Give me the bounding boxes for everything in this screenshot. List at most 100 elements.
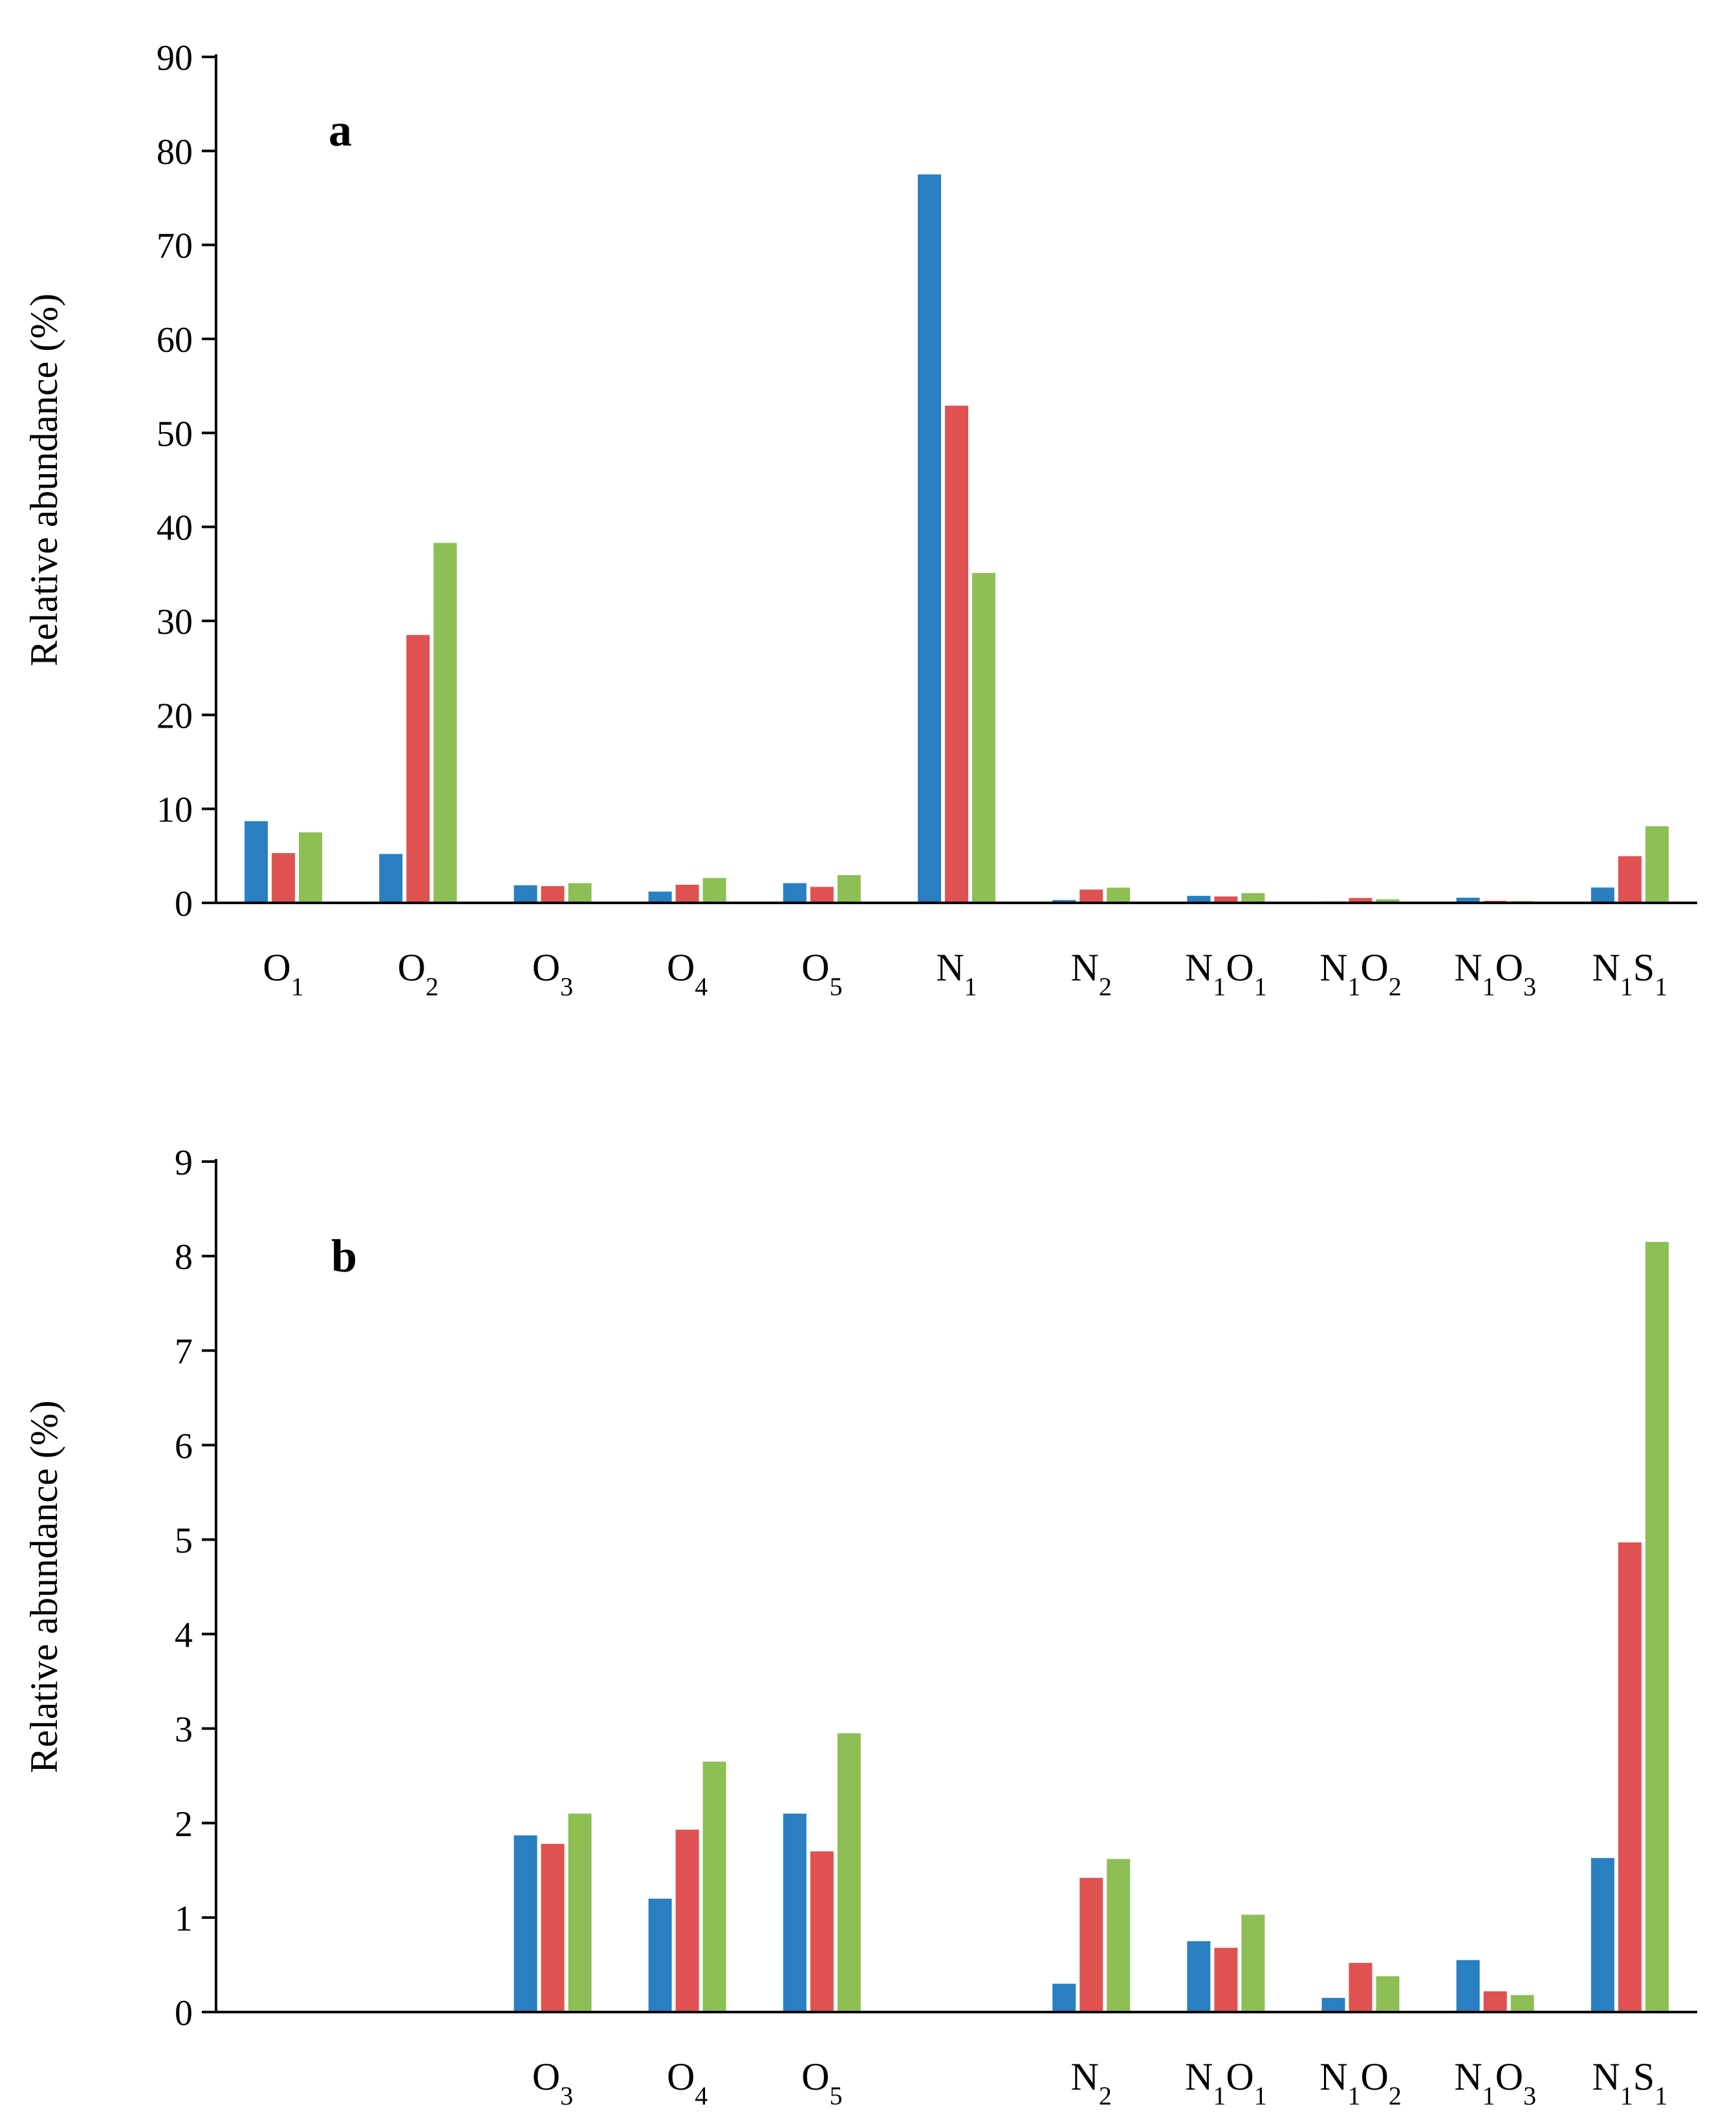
- bar-a-s3-c3: [568, 883, 592, 903]
- bar-a-s1-c5: [783, 883, 807, 903]
- bar-a-s2-c11: [1618, 856, 1642, 903]
- bar-a-s2-c1: [272, 853, 296, 903]
- bar-a-s1-c2: [379, 854, 403, 903]
- x-tick-label: N1S1: [1592, 946, 1668, 1001]
- bar-b-s3-c11: [1645, 1242, 1669, 2012]
- bar-a-s2-c7: [1080, 889, 1103, 903]
- bar-a-s1-c8: [1187, 896, 1211, 903]
- bar-a-s1-c3: [514, 885, 537, 903]
- bar-a-s3-c9: [1376, 899, 1400, 903]
- bar-b-s1-c5: [783, 1813, 807, 2012]
- bar-a-s3-c6: [972, 572, 995, 903]
- chart-panel-b: 0 1 2 3 4 5 6 7 8 9 O3 O4 O5 N2 N1O1 N1O2 N1O3 N1S1 Relati…: [23, 1143, 1697, 2110]
- bar-b-s2-c8: [1214, 1947, 1238, 2012]
- y-tick-label: 40: [157, 508, 193, 548]
- x-tick-label: O5: [801, 946, 842, 1001]
- x-tick-label: N1O3: [1454, 946, 1536, 1001]
- bar-b-s3-c10: [1510, 1995, 1534, 2012]
- bar-b-s3-c4: [702, 1761, 726, 2012]
- bar-b-s2-c10: [1483, 1991, 1507, 2012]
- y-tick-label: 2: [175, 1804, 193, 1845]
- bar-a-s2-c2: [406, 634, 430, 903]
- y-tick-label: 5: [175, 1521, 193, 1561]
- x-tick-label: N1O3: [1454, 2055, 1536, 2110]
- bar-a-s2-c5: [810, 887, 834, 903]
- y-axis-title: Relative abundance (%): [23, 1400, 65, 1773]
- bar-a-s2-c4: [675, 885, 699, 903]
- y-tick-label: 0: [175, 884, 193, 924]
- x-tick-label: O4: [667, 946, 708, 1001]
- y-tick-label: 1: [175, 1899, 193, 1939]
- x-tick-label: N1S1: [1592, 2055, 1668, 2110]
- bar-b-s1-c11: [1590, 1857, 1614, 2012]
- bar-a-s3-c7: [1107, 887, 1131, 903]
- y-tick-label: 50: [157, 414, 193, 454]
- y-tick-label: 10: [157, 790, 193, 830]
- bar-a-s1-c10: [1456, 898, 1480, 903]
- bar-a-s1-c6: [918, 174, 941, 904]
- y-tick-label: 9: [175, 1143, 193, 1183]
- y-tick-label: 60: [157, 320, 193, 360]
- x-tick-label: N1: [936, 946, 977, 1001]
- x-tick-label: O3: [532, 2055, 573, 2110]
- chart-panel-a: 0 10 20 30 40 50 60 70 80 90 O1 O2 O3 O4 O5 N1 N2 N1O1 N1O…: [23, 38, 1697, 1001]
- y-tick-label: 30: [157, 602, 193, 642]
- bar-a-s1-c4: [648, 891, 672, 903]
- bar-a-s1-c11: [1590, 887, 1614, 903]
- bar-a-s2-c6: [945, 406, 968, 903]
- bar-b-s2-c5: [810, 1851, 834, 2012]
- y-tick-label: 8: [175, 1237, 193, 1277]
- bar-a-s1-c7: [1052, 900, 1076, 903]
- y-tick-label: 4: [175, 1616, 193, 1656]
- y-tick-label: 7: [175, 1332, 193, 1372]
- bar-a-s3-c2: [433, 543, 457, 903]
- bar-a-s3-c4: [702, 878, 726, 903]
- panel-label: a: [329, 104, 352, 156]
- bar-b-s2-c11: [1618, 1542, 1642, 2012]
- x-tick-label: O4: [667, 2055, 708, 2110]
- y-tick-label: 20: [157, 696, 193, 736]
- bar-b-s2-c4: [675, 1830, 699, 2012]
- x-tick-label: O5: [801, 2055, 842, 2110]
- y-tick-label: 0: [175, 1993, 193, 2033]
- bar-b-s1-c8: [1187, 1941, 1211, 2012]
- bar-a-s2-c3: [541, 886, 565, 903]
- y-tick-label: 6: [175, 1426, 193, 1466]
- bar-b-s2-c7: [1080, 1878, 1103, 2012]
- x-tick-label: N1O1: [1185, 946, 1267, 1001]
- bar-b-s2-c3: [541, 1843, 565, 2012]
- bar-b-s3-c3: [568, 1813, 592, 2012]
- bar-b-s3-c9: [1376, 1976, 1400, 2012]
- bar-b-s3-c7: [1107, 1859, 1131, 2012]
- bar-a-s2-c8: [1214, 896, 1238, 903]
- y-tick-label: 90: [157, 38, 193, 78]
- bar-b-s3-c5: [837, 1733, 861, 2012]
- x-tick-label: N2: [1071, 2055, 1112, 2110]
- x-tick-label: O1: [263, 946, 303, 1001]
- x-tick-label: N1O2: [1319, 946, 1402, 1001]
- x-tick-label: N2: [1071, 946, 1112, 1001]
- bar-b-s1-c10: [1456, 1960, 1480, 2012]
- bar-b-s3-c8: [1241, 1914, 1265, 2012]
- bar-a-s3-c5: [837, 875, 861, 903]
- bar-a-s3-c1: [299, 832, 323, 903]
- bar-a-s3-c11: [1645, 826, 1669, 903]
- y-tick-label: 3: [175, 1710, 193, 1750]
- y-tick-label: 80: [157, 132, 193, 172]
- x-tick-label: O3: [532, 946, 573, 1001]
- panel-label: b: [331, 1230, 357, 1282]
- bar-b-s1-c7: [1052, 1984, 1076, 2012]
- y-axis-title: Relative abundance (%): [23, 294, 65, 666]
- x-tick-label: N1O2: [1319, 2055, 1402, 2110]
- x-tick-label: O2: [398, 946, 439, 1001]
- bar-a-s1-c1: [244, 821, 268, 903]
- bar-b-s1-c9: [1321, 1998, 1345, 2012]
- bar-a-s3-c8: [1241, 893, 1265, 903]
- bar-a-s2-c9: [1349, 898, 1373, 903]
- bar-b-s2-c9: [1349, 1963, 1373, 2012]
- bar-b-s1-c3: [514, 1835, 537, 2012]
- bar-b-s1-c4: [648, 1898, 672, 2012]
- x-tick-label: N1O1: [1185, 2055, 1267, 2110]
- y-tick-label: 70: [157, 226, 193, 266]
